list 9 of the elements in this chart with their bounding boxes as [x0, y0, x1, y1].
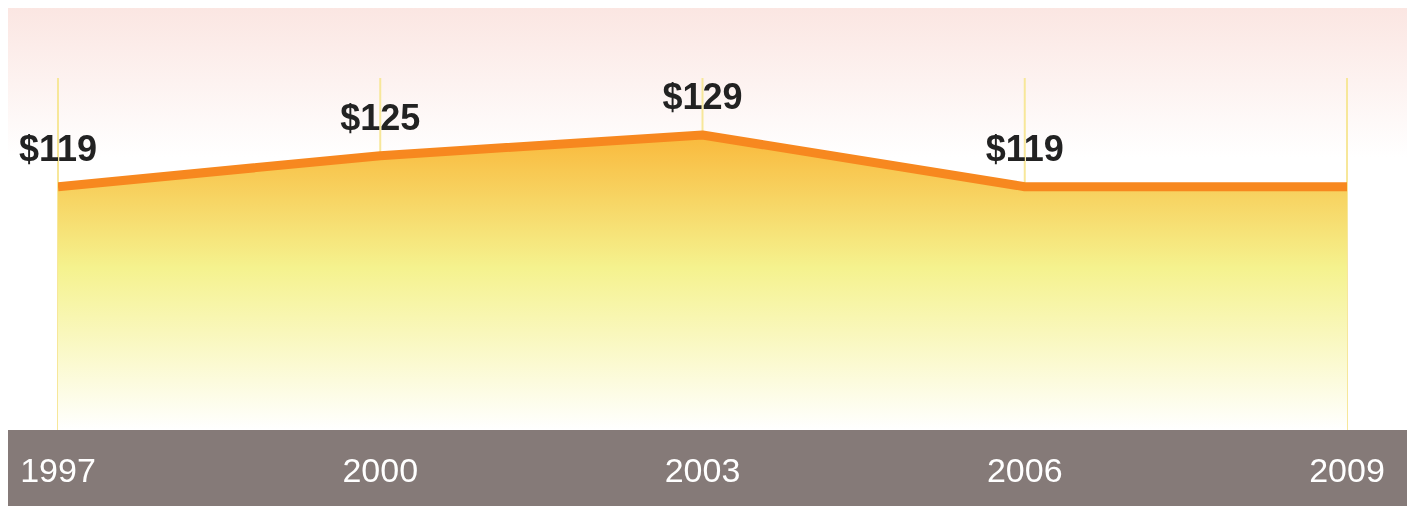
data-label: $119 — [18, 127, 98, 169]
x-tick-label: 2003 — [664, 451, 741, 489]
data-label: $125 — [340, 96, 421, 138]
data-label: $129 — [662, 75, 743, 117]
x-tick-label: 2006 — [986, 451, 1063, 489]
x-tick-label: 2009 — [1309, 451, 1385, 489]
x-tick-label: 2000 — [342, 451, 419, 489]
data-label: $119 — [985, 127, 1064, 169]
x-tick-label: 1997 — [20, 451, 96, 489]
